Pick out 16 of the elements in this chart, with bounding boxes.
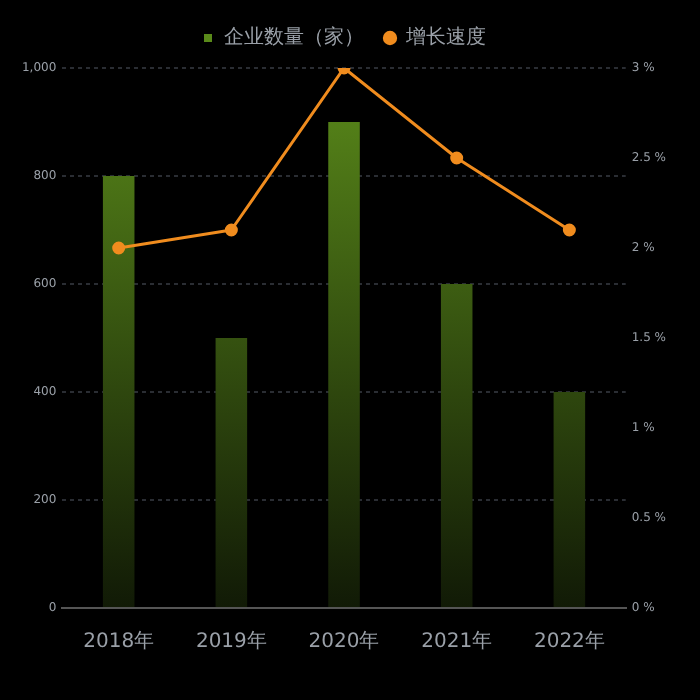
legend-label: 企业数量（家）: [224, 25, 364, 50]
x-tick-label: 2021年: [421, 629, 493, 654]
point: [450, 151, 464, 165]
bar: [440, 284, 473, 607]
point: [224, 223, 238, 237]
bar: [553, 392, 586, 607]
x-tick-label: 2019年: [195, 629, 267, 654]
point: [562, 223, 576, 237]
bar: [215, 338, 248, 607]
point: [112, 241, 126, 255]
x-tick-label: 2020年: [308, 629, 380, 654]
x-tick-label: 2022年: [533, 629, 605, 654]
legend-label: 增长速度: [404, 25, 486, 50]
bar: [328, 122, 360, 607]
x-tick-label: 2018年: [83, 629, 155, 654]
bar: [102, 176, 135, 607]
